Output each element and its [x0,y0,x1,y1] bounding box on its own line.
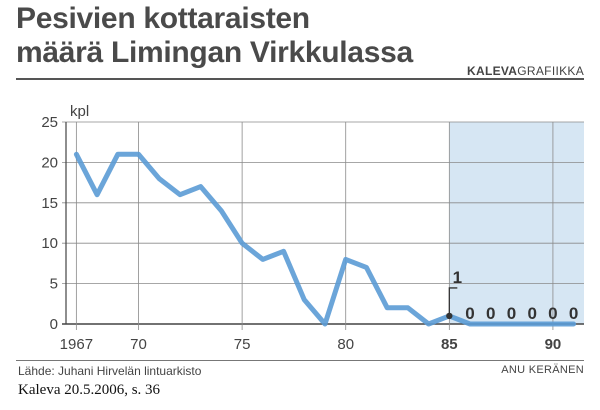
chart-title-line2: määrä Limingan Virkkulassa [16,36,413,69]
y-tick-label: 5 [50,276,58,293]
x-tick-label: 85 [441,336,458,353]
shaded-region [449,122,584,324]
x-tick-label: 80 [337,336,354,353]
y-tick-label: 15 [41,195,58,212]
author-text: ANU KERÄNEN [501,364,584,376]
y-tick-label: 0 [50,316,58,333]
x-tick-label: 75 [234,336,251,353]
data-label: 0 [569,304,578,323]
x-tick-label: 90 [545,336,562,353]
annotation-leader [448,287,458,316]
footer-rule [16,360,584,361]
chart-title-line1: Pesivien kottaraisten [16,2,310,35]
header-rule [16,78,584,80]
brand-bold: KALEVA [467,64,518,78]
y-tick-label: 20 [41,154,58,171]
y-tick-label: 10 [41,235,58,252]
y-tick-label: 25 [41,114,58,131]
x-tick-label: 70 [130,336,147,353]
data-label: 0 [507,304,516,323]
data-label: 0 [486,304,495,323]
brand-light: GRAFIIKKA [517,64,584,78]
x-tick-label: 1967 [60,336,93,353]
data-label: 1 [453,268,462,287]
chart-title: Pesivien kottaraisten määrä Limingan Vir… [16,2,536,70]
brand-label: KALEVAGRAFIIKKA [467,64,584,78]
series-line [73,151,577,327]
source-text: Lähde: Juhani Hirvelän lintuarkisto [18,364,202,378]
data-label: 0 [548,304,557,323]
y-axis-label: kpl [70,103,89,120]
data-label: 0 [527,304,536,323]
publication-caption: Kaleva 20.5.2006, s. 36 [18,382,161,398]
data-label: 0 [465,304,474,323]
